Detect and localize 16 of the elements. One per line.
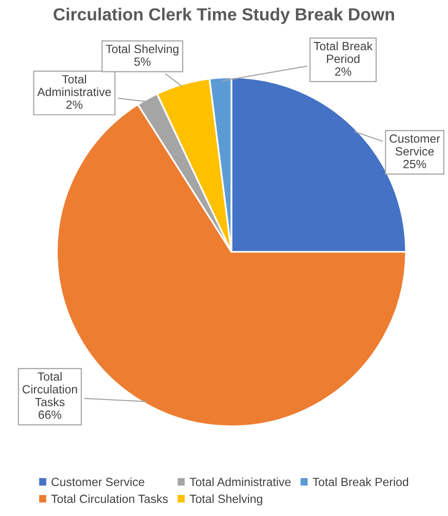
slice-label: Total Administrative bbox=[37, 74, 111, 96]
legend-label: Total Circulation Tasks bbox=[51, 494, 168, 504]
slice-label: Total Break Period bbox=[314, 42, 373, 63]
chart-title: Circulation Clerk Time Study Break Down bbox=[54, 8, 394, 24]
data-label: 2% bbox=[66, 100, 82, 109]
slice-label: Total Circulation Tasks bbox=[22, 372, 77, 406]
legend-label: Total Break Period bbox=[312, 477, 408, 486]
legend-label: Total Administrative bbox=[190, 477, 291, 486]
slice-label: Customer Service bbox=[390, 134, 440, 156]
data-label: 5% bbox=[134, 58, 150, 66]
slice-label: Total Shelving bbox=[106, 44, 178, 56]
legend-label: Total Shelving bbox=[190, 494, 262, 506]
data-label: 25% bbox=[403, 160, 426, 168]
legend-label: Customer Service bbox=[52, 477, 144, 486]
data-label: 2% bbox=[335, 67, 352, 76]
data-label: 66% bbox=[38, 410, 62, 419]
